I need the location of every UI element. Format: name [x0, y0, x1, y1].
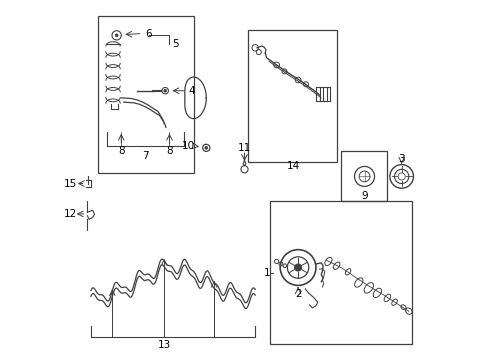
Bar [247, 30, 337, 162]
Circle shape [115, 34, 118, 37]
Text: 15: 15 [64, 179, 77, 189]
Bar [269, 202, 411, 344]
Text: 11: 11 [237, 143, 251, 153]
Text: 9: 9 [361, 191, 367, 201]
Text: 6: 6 [145, 28, 152, 39]
Circle shape [163, 89, 166, 92]
Text: 1: 1 [263, 268, 270, 278]
Text: 2: 2 [294, 289, 301, 299]
Text: 3: 3 [398, 154, 404, 163]
Circle shape [204, 147, 207, 149]
Text: 8: 8 [166, 147, 172, 157]
Text: 8: 8 [118, 147, 124, 157]
Bar [98, 16, 194, 173]
Text: 7: 7 [142, 151, 148, 161]
Circle shape [294, 264, 301, 271]
Text: 5: 5 [172, 39, 179, 49]
Text: 14: 14 [286, 161, 300, 171]
Text: 10: 10 [182, 141, 195, 151]
Text: 13: 13 [157, 340, 170, 350]
Text: 12: 12 [63, 209, 77, 219]
Text: 4: 4 [188, 86, 195, 96]
Bar [340, 152, 386, 202]
